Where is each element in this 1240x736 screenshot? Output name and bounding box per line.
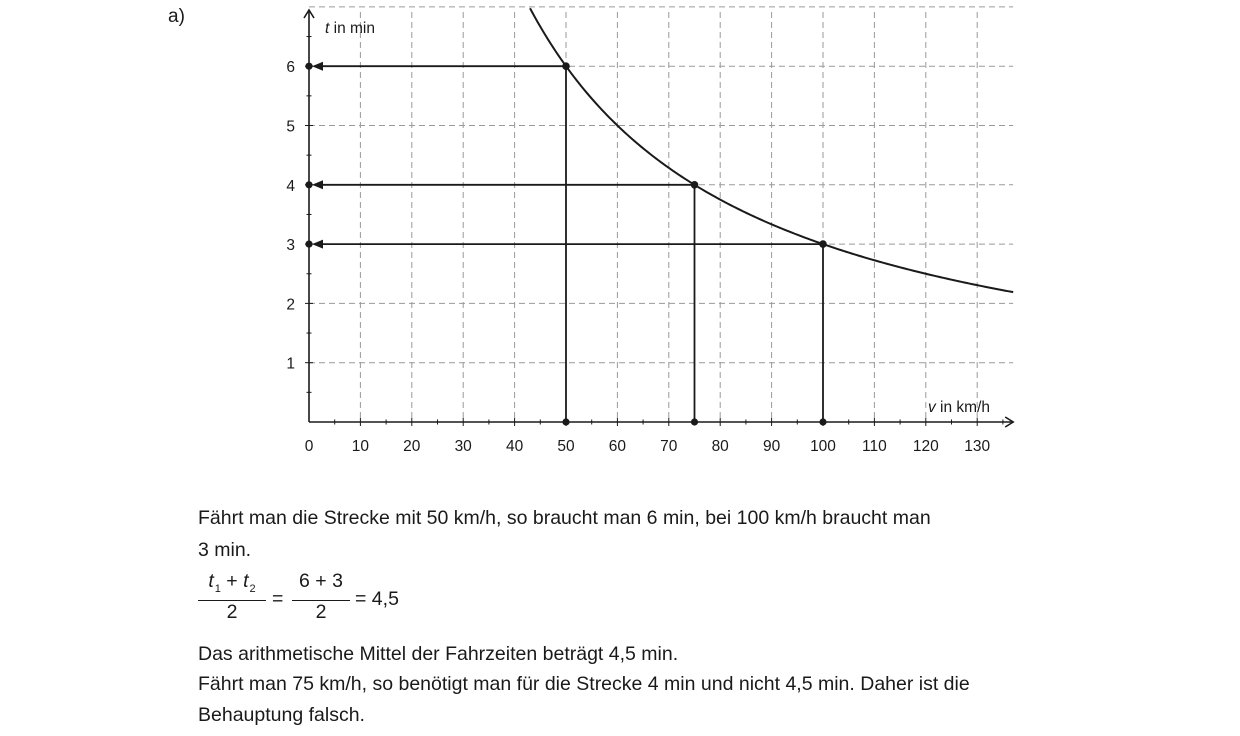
y-tick-label-4: 4 bbox=[286, 178, 295, 195]
text-line-3: Das arithmetische Mittel der Fahrzeiten … bbox=[198, 643, 679, 665]
y-tick-label-5: 5 bbox=[286, 119, 295, 136]
y-tick-label-6: 6 bbox=[286, 59, 295, 76]
point-curve-100 bbox=[819, 240, 827, 248]
x-tick-label-50: 50 bbox=[557, 438, 575, 455]
x-tick-label-110: 110 bbox=[862, 438, 887, 455]
fraction-right-numerator: 6 + 3 bbox=[299, 570, 343, 592]
y-axis-arrow bbox=[303, 8, 315, 19]
fraction-left-bar bbox=[198, 600, 266, 601]
point-curve-50 bbox=[562, 62, 570, 70]
guide-arrowhead-3 bbox=[312, 239, 323, 249]
text-line-2: 3 min. bbox=[198, 539, 252, 561]
fraction-left-denominator: 2 bbox=[226, 601, 238, 623]
y-tick-label-3: 3 bbox=[286, 237, 295, 254]
y-axis-label: t in min bbox=[325, 20, 375, 37]
fraction-right-denominator: 2 bbox=[315, 601, 327, 623]
x-tick-label-20: 20 bbox=[403, 438, 421, 455]
point-x-axis-100 bbox=[819, 418, 827, 426]
x-tick-label-90: 90 bbox=[763, 438, 781, 455]
y-tick-label-2: 2 bbox=[286, 296, 295, 313]
point-x-axis-75 bbox=[690, 418, 699, 426]
axes bbox=[303, 8, 1015, 428]
ticks: 0 10 20 30 40 50 60 70 80 90 100 110 120 130 1 2 3 4 5 6 bbox=[286, 36, 1004, 455]
text-line-5: Behauptung falsch. bbox=[198, 704, 365, 726]
curve-t-300-over-v bbox=[529, 7, 1014, 294]
x-axis-arrow bbox=[1004, 416, 1015, 428]
text-line-1: Fährt man die Strecke mit 50 km/h, so br… bbox=[198, 507, 931, 529]
grid bbox=[309, 6, 1014, 422]
x-tick-label-10: 10 bbox=[352, 438, 370, 455]
y-tick-label-1: 1 bbox=[286, 356, 295, 373]
point-x-axis-50 bbox=[562, 418, 570, 426]
guide-arrowhead-4 bbox=[312, 180, 323, 190]
point-y-axis-6 bbox=[305, 62, 313, 70]
x-tick-label-80: 80 bbox=[712, 438, 730, 455]
guide-lines bbox=[312, 61, 824, 422]
guide-arrowhead-6 bbox=[312, 61, 323, 71]
text-line-4: Fährt man 75 km/h, so benötigt man für d… bbox=[198, 673, 970, 695]
point-y-axis-4 bbox=[305, 181, 313, 189]
x-tick-label-130: 130 bbox=[964, 438, 990, 455]
equals-sign: = bbox=[272, 588, 284, 610]
x-tick-label-60: 60 bbox=[609, 438, 627, 455]
chart: 0 10 20 30 40 50 60 70 80 90 100 110 120 130 1 2 3 4 5 6 t … bbox=[286, 6, 1015, 455]
fraction-left-numerator: t1 + t2 bbox=[208, 570, 256, 595]
x-tick-label-100: 100 bbox=[810, 438, 836, 455]
points bbox=[305, 62, 827, 426]
x-tick-label-120: 120 bbox=[913, 438, 939, 455]
fraction-right-bar bbox=[292, 600, 350, 601]
point-curve-75 bbox=[690, 181, 699, 189]
x-tick-label-30: 30 bbox=[455, 438, 473, 455]
x-axis-label: v in km/h bbox=[928, 399, 990, 416]
formula-result: = 4,5 bbox=[355, 588, 399, 610]
part-label: a) bbox=[168, 6, 185, 27]
x-tick-label-70: 70 bbox=[660, 438, 678, 455]
x-tick-label-40: 40 bbox=[506, 438, 524, 455]
point-y-axis-3 bbox=[305, 240, 313, 248]
x-tick-label-0: 0 bbox=[305, 438, 314, 455]
